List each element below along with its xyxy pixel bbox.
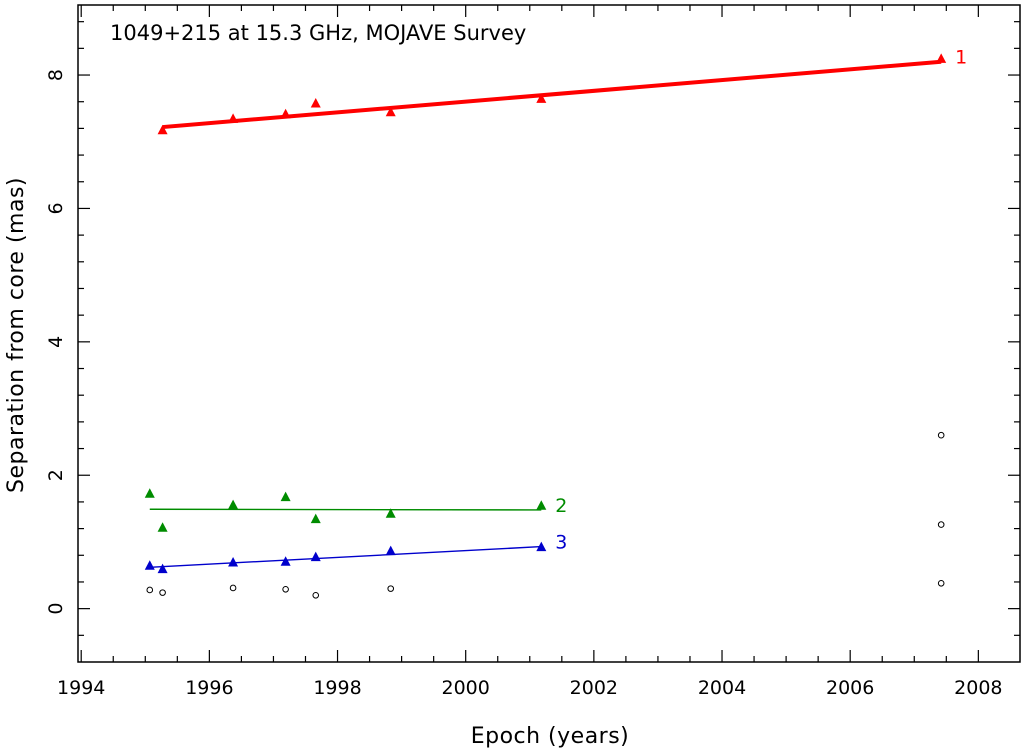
plot-frame [77,4,1021,663]
data-point-open-circle [312,591,320,599]
y-tick-label: 2 [45,469,67,481]
data-point-series-3 [536,541,547,552]
series-label-3: 3 [555,532,567,554]
series-labels: 1 2 3 [555,47,967,554]
data-point-series-3 [280,556,291,566]
data-point-series-2 [385,508,396,518]
y-tick-label: 8 [45,69,67,81]
data-point-open-circle [146,586,154,594]
data-point-series-2 [228,499,239,510]
data-point-series-1 [385,106,396,117]
data-point-open-circle [937,579,945,587]
data-point-open-circle [159,589,166,596]
data-point-series-3 [144,560,155,570]
data-point-series-3 [157,563,168,574]
x-tick-label: 2006 [826,677,874,699]
data-point-series-2 [310,513,321,524]
chart-title: 1049+215 at 15.3 GHz, MOJAVE Survey [110,21,526,45]
data-point-open-circle [282,585,289,593]
fit-line-3 [149,545,542,568]
x-axis-title: Epoch (years) [471,724,630,749]
data-point-series-3 [385,545,396,556]
data-point-series-3 [228,556,239,567]
x-tick-label: 2008 [954,677,1002,699]
data-point-series-1 [536,93,547,103]
x-tick-label: 2004 [698,677,746,699]
data-point-series-1 [936,53,947,63]
data-point-open-circle [937,521,945,528]
data-point-series-1 [280,108,291,119]
x-tick-label: 1998 [313,677,361,699]
axes: 1994 1996 1998 2000 2002 2004 2006 2008 0 2 4 6 8 [45,4,1021,699]
y-tick-label: 0 [45,603,67,615]
data-point-series-1 [228,113,239,123]
data-point-series-1 [157,124,168,135]
data-point-open-circle [937,431,945,439]
fit-line-2 [149,508,542,511]
x-tick-label: 1994 [57,677,105,699]
y-axis-title: Separation from core (mas) [4,177,29,493]
fit-line-1 [162,59,942,130]
x-tick-label: 1996 [185,677,233,699]
x-tick-label: 2000 [442,677,490,699]
data-point-series-2 [157,522,168,532]
fit-lines [149,59,942,568]
data-point-series-1 [310,98,321,108]
series-label-1: 1 [955,47,967,69]
data-points [144,53,947,599]
x-tick-label: 2002 [570,677,618,699]
data-point-open-circle [387,585,395,592]
data-point-series-2 [536,500,547,510]
data-point-open-circle [229,584,237,592]
data-point-series-2 [144,488,155,498]
data-point-series-2 [280,491,291,502]
y-tick-label: 4 [45,336,67,348]
series-label-2: 2 [555,495,567,517]
y-tick-label: 6 [45,202,67,214]
data-point-series-3 [310,551,321,562]
